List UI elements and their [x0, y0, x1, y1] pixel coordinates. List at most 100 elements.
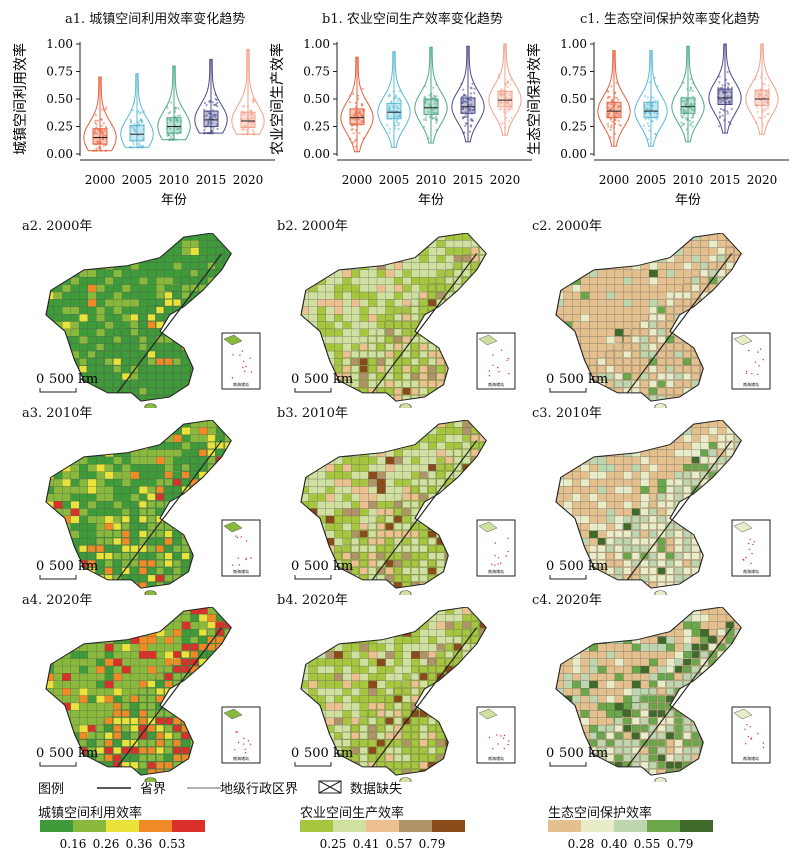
region-cell [743, 420, 751, 427]
region-cell [325, 434, 342, 449]
violin-point [505, 96, 508, 99]
region-cell [479, 420, 487, 427]
violin-point [203, 101, 206, 105]
region-cell [164, 380, 173, 388]
region-cell [640, 560, 649, 567]
region-cell [334, 545, 342, 553]
violin-point [607, 112, 611, 115]
region-cell [488, 479, 496, 486]
region-cell [462, 434, 471, 442]
inset-south-china-sea: 南海诸岛 [476, 519, 516, 577]
hainan-island [144, 403, 157, 408]
region-cell [411, 299, 419, 307]
region-cell [173, 395, 182, 402]
region-cell [113, 434, 129, 449]
region-cell [198, 255, 207, 262]
region-cell [53, 395, 62, 402]
violin-point [506, 108, 509, 111]
island-dot [492, 364, 494, 367]
region-cell [156, 673, 164, 681]
region-cell [470, 501, 479, 508]
region-cell [156, 306, 164, 314]
region-cell [138, 336, 147, 344]
region-cell [198, 442, 207, 449]
violin-point [464, 124, 467, 127]
region-cell [156, 380, 164, 388]
region-cell [113, 552, 122, 560]
region-cell [46, 255, 52, 269]
region-cell [648, 314, 657, 321]
region-cell [368, 537, 377, 545]
violin-point [354, 113, 357, 116]
violin-point [727, 86, 730, 89]
region-cell [156, 717, 164, 725]
region-cell [342, 255, 359, 269]
region-cell [445, 567, 454, 575]
region-cell [87, 420, 104, 434]
inset-south-china-sea: 南海诸岛 [221, 519, 261, 577]
region-cell [164, 493, 173, 501]
region-cell [411, 365, 419, 373]
region-cell [631, 530, 640, 538]
x-tick-label: 2015 [196, 173, 227, 187]
region-cell [436, 277, 445, 284]
region-cell [53, 530, 69, 544]
region-cell [351, 247, 367, 262]
violin-point [133, 128, 136, 131]
region-cell [453, 277, 462, 284]
region-cell [725, 471, 734, 479]
region-cell [46, 702, 52, 717]
region-cell [428, 365, 437, 373]
region-cell [743, 494, 751, 501]
region-cell [138, 233, 155, 247]
region-cell [674, 552, 683, 560]
region-cell [147, 240, 163, 254]
map-outline [300, 420, 487, 589]
y-tick-label: 0.50 [46, 92, 73, 106]
region-cell [308, 233, 324, 247]
hu-line [116, 253, 223, 394]
region-cell [207, 387, 216, 395]
region-cell [215, 284, 224, 292]
region-cell [215, 680, 224, 688]
scale-zero: 0 [546, 372, 554, 387]
region-cell [138, 493, 147, 501]
region-cell [121, 523, 130, 531]
region-cell [717, 255, 726, 262]
region-cell [462, 515, 471, 523]
violin-point [253, 131, 256, 134]
region-cell [96, 358, 105, 366]
region-cell [233, 479, 241, 486]
region-cell [113, 710, 122, 718]
violin-point [139, 144, 142, 147]
region-cell [402, 373, 411, 380]
region-cell [130, 336, 139, 344]
region-cell [479, 306, 487, 314]
region-cell [62, 574, 70, 582]
region-cell [308, 247, 324, 262]
scale-distance: 500 km [559, 372, 608, 387]
region-cell [87, 240, 104, 254]
region-cell [121, 365, 130, 373]
region-cell [376, 523, 385, 531]
region-cell [207, 350, 216, 358]
violin-point [691, 125, 694, 128]
region-cell [556, 574, 563, 582]
region-cell [589, 420, 605, 434]
region-cell [402, 508, 411, 516]
region-cell [190, 277, 199, 284]
violin-point [211, 115, 214, 118]
violin-point [763, 100, 766, 103]
violin-point [502, 110, 505, 114]
region-cell [470, 299, 479, 307]
region-cell [138, 508, 147, 516]
region-cell [445, 552, 454, 560]
island-dot [491, 563, 493, 565]
region-cell [657, 427, 673, 441]
region-cell [233, 659, 241, 666]
region-cell [640, 501, 649, 508]
violin-point [95, 126, 98, 129]
region-cell [113, 420, 129, 434]
region-cell [589, 427, 605, 441]
